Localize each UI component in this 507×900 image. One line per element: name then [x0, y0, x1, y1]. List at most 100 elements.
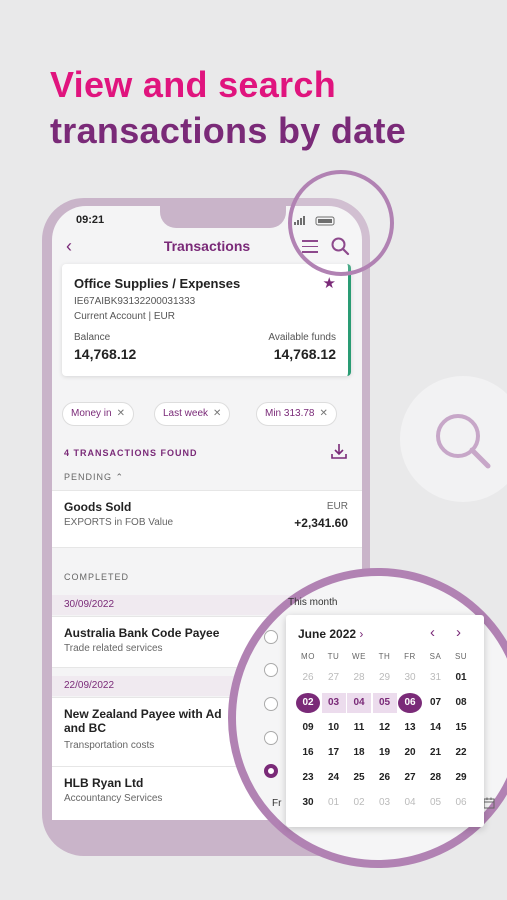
calendar-day[interactable]: 30 — [404, 672, 416, 683]
headline-line-2: transactions by date — [50, 110, 407, 151]
calendar-day[interactable]: 30 — [302, 797, 314, 808]
calendar-day[interactable]: 15 — [455, 722, 467, 733]
balance-value: 14,768.12 — [74, 346, 137, 362]
balance-label: Balance — [74, 332, 111, 343]
calendar-day[interactable]: 25 — [353, 772, 365, 783]
calendar-day[interactable]: 31 — [429, 672, 442, 683]
calendar-day[interactable]: 08 — [455, 697, 467, 708]
calendar-day[interactable]: 04 — [347, 693, 371, 713]
calendar-day[interactable]: 03 — [378, 797, 391, 808]
calendar-day[interactable]: 05 — [372, 693, 397, 713]
filter-chip-label: Money in — [71, 408, 112, 419]
calendar-month: June 2022 — [298, 627, 357, 641]
calendar-day[interactable]: 27 — [327, 672, 340, 683]
transaction-title: Australia Bank Code Payee — [64, 626, 220, 640]
radio-option[interactable] — [264, 663, 278, 677]
radio-option[interactable] — [264, 630, 278, 644]
calendar-day[interactable]: 23 — [302, 772, 314, 783]
this-month-option[interactable]: This month — [288, 597, 338, 608]
page-title: Transactions — [163, 238, 251, 254]
calendar-day[interactable]: 26 — [302, 672, 314, 683]
weekday-label: SU — [454, 652, 468, 661]
filter-chip[interactable]: Min 313.78 ✕ — [256, 402, 337, 426]
calendar-day[interactable]: 28 — [429, 772, 442, 783]
filter-chip[interactable]: Money in ✕ — [62, 402, 134, 426]
transaction-amount: +2,341.60 — [294, 516, 348, 530]
chevron-right-icon: › — [359, 627, 364, 641]
calendar-day[interactable]: 04 — [404, 797, 416, 808]
chevron-left-icon[interactable]: ‹ — [66, 236, 72, 256]
calendar-day[interactable]: 18 — [353, 747, 365, 758]
radio-option-selected[interactable] — [264, 764, 278, 778]
date-group-date: 30/09/2022 — [64, 599, 115, 610]
radio-option[interactable] — [264, 731, 278, 745]
weekday-label: SA — [429, 652, 442, 661]
date-group-date: 22/09/2022 — [64, 680, 115, 691]
calendar-day[interactable]: 24 — [327, 772, 340, 783]
account-type: Current Account | EUR — [74, 311, 175, 322]
account-currency: EUR — [153, 311, 175, 322]
weekday-label: TU — [327, 652, 340, 661]
calendar-icon[interactable] — [483, 797, 495, 809]
download-icon[interactable] — [330, 442, 348, 460]
calendar-day[interactable]: 11 — [353, 722, 365, 733]
calendar-day[interactable]: 28 — [353, 672, 365, 683]
calendar-day[interactable]: 01 — [455, 672, 467, 683]
weekday-label: WE — [352, 652, 366, 661]
calendar-day[interactable]: 07 — [429, 697, 442, 708]
calendar-day[interactable]: 09 — [302, 722, 314, 733]
calendar-day[interactable]: 02 — [353, 797, 365, 808]
filter-chips: Money in ✕ Last week ✕ Min 313.78 ✕ — [62, 402, 352, 426]
chevron-left-icon[interactable]: ‹ — [430, 624, 435, 641]
from-date-label: Fr — [272, 798, 282, 809]
highlight-ring-search — [288, 170, 394, 276]
calendar-day[interactable]: 12 — [378, 722, 391, 733]
transaction-title: New Zealand Payee with Ad — [64, 707, 222, 721]
weekday-label: FR — [404, 652, 416, 661]
calendar-day[interactable]: 16 — [302, 747, 314, 758]
completed-section-label: COMPLETED — [64, 572, 130, 582]
calendar-day[interactable]: 14 — [429, 722, 442, 733]
transaction-row[interactable]: Goods Sold EXPORTS in FOB Value EUR +2,3… — [52, 490, 362, 548]
available-funds-label: Available funds — [268, 332, 336, 343]
phone-notch — [160, 206, 286, 228]
account-name: Office Supplies / Expenses — [74, 276, 241, 291]
calendar-day[interactable]: 26 — [378, 772, 391, 783]
calendar-day[interactable]: 01 — [327, 797, 340, 808]
calendar-day[interactable]: 03 — [321, 693, 346, 713]
calendar-month-selector[interactable]: June 2022 › — [298, 627, 363, 641]
calendar-day[interactable]: 19 — [378, 747, 391, 758]
status-time: 09:21 — [76, 214, 105, 226]
weekday-label: MO — [301, 652, 315, 661]
account-card[interactable]: Office Supplies / Expenses ★ IE67AIBK931… — [62, 264, 351, 376]
calendar-day[interactable]: 27 — [404, 772, 416, 783]
account-type-label: Current Account — [74, 311, 146, 322]
calendar-day[interactable]: 05 — [429, 797, 442, 808]
filter-chip[interactable]: Last week ✕ — [154, 402, 231, 426]
close-icon[interactable]: ✕ — [319, 408, 328, 419]
calendar-day[interactable]: 06 — [455, 797, 467, 808]
calendar-day[interactable]: 10 — [327, 722, 340, 733]
transactions-found-count: 4 TRANSACTIONS FOUND — [64, 448, 198, 458]
available-funds-value: 14,768.12 — [273, 346, 336, 362]
filter-chip-label: Last week — [163, 408, 209, 419]
star-icon[interactable]: ★ — [322, 275, 336, 292]
calendar-day[interactable]: 22 — [455, 747, 467, 758]
close-icon[interactable]: ✕ — [213, 408, 222, 419]
chevron-right-icon[interactable]: › — [456, 624, 461, 641]
transaction-currency: EUR — [326, 501, 348, 512]
transaction-title-line-2: and BC — [64, 721, 106, 735]
calendar-day[interactable]: 06 — [398, 693, 422, 713]
calendar-day[interactable]: 20 — [404, 747, 416, 758]
radio-option[interactable] — [264, 697, 278, 711]
calendar-day[interactable]: 29 — [378, 672, 391, 683]
calendar-day[interactable]: 29 — [455, 772, 467, 783]
calendar-day[interactable]: 21 — [429, 747, 442, 758]
close-icon[interactable]: ✕ — [116, 408, 125, 419]
calendar-day[interactable]: 13 — [404, 722, 416, 733]
transaction-description: EXPORTS in FOB Value — [64, 517, 174, 528]
pending-section-label[interactable]: PENDING ⌃ — [64, 472, 124, 483]
search-icon — [436, 414, 491, 469]
calendar-day[interactable]: 17 — [327, 747, 340, 758]
calendar-day[interactable]: 02 — [296, 693, 320, 713]
